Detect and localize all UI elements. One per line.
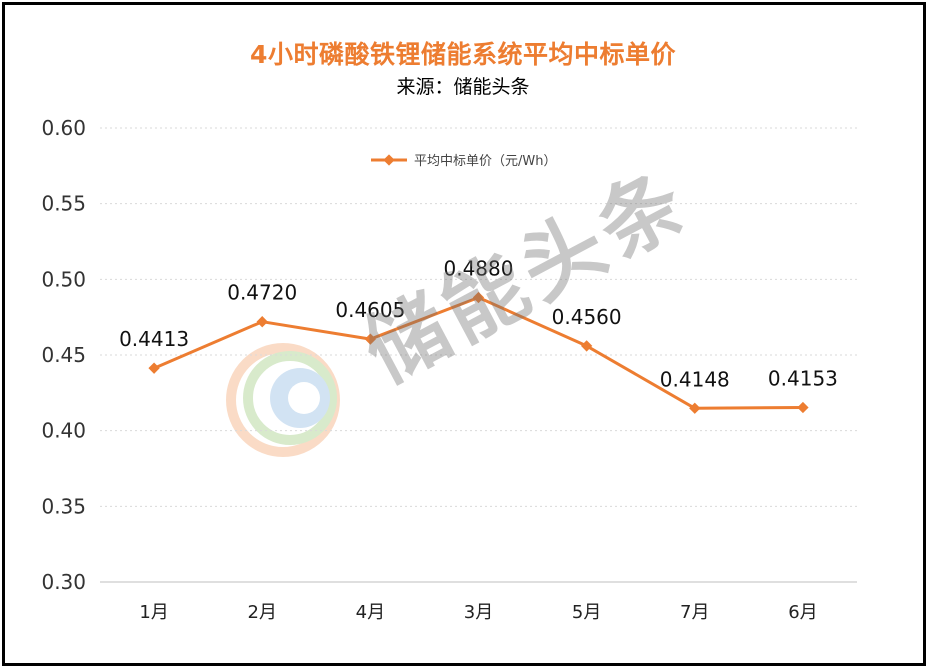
x-tick-label: 1月 <box>139 602 168 623</box>
y-tick-label: 0.30 <box>41 570 86 594</box>
x-axis-ticks: 1月 2月 4月 3月 5月 7月 6月 <box>139 602 817 623</box>
logo-watermark <box>226 343 340 457</box>
data-label: 0.4153 <box>768 367 838 391</box>
data-labels: 0.4413 0.4720 0.4605 0.4880 0.4560 0.4148 0.41… <box>119 256 838 391</box>
y-axis-ticks: 0.30 0.35 0.40 0.45 0.50 0.55 0.60 <box>41 116 86 594</box>
x-tick-label: 4月 <box>356 602 385 623</box>
data-point <box>148 362 160 374</box>
y-tick-label: 0.55 <box>41 192 86 216</box>
legend: 平均中标单价（元/Wh） <box>371 154 556 169</box>
data-point <box>580 340 593 352</box>
data-label: 0.4605 <box>335 298 405 322</box>
data-point <box>364 333 377 345</box>
data-markers <box>148 291 809 414</box>
legend-marker <box>383 154 395 166</box>
data-label: 0.4720 <box>227 281 297 305</box>
chart-title: 4小时磷酸铁锂储能系统平均中标单价 <box>250 40 676 69</box>
chart-subtitle: 来源：储能头条 <box>396 76 530 98</box>
data-point <box>797 401 809 414</box>
data-point <box>689 402 701 414</box>
data-point <box>256 316 268 328</box>
x-tick-label: 3月 <box>464 602 493 623</box>
x-tick-label: 7月 <box>680 602 709 623</box>
x-tick-label: 2月 <box>247 602 276 623</box>
x-tick-label: 5月 <box>572 602 601 623</box>
x-tick-label: 6月 <box>788 602 817 623</box>
y-tick-label: 0.50 <box>41 267 86 291</box>
y-tick-label: 0.35 <box>41 494 86 518</box>
data-label: 0.4560 <box>552 305 622 329</box>
data-label: 0.4880 <box>444 256 514 280</box>
legend-label: 平均中标单价（元/Wh） <box>414 154 556 169</box>
data-label: 0.4413 <box>119 327 189 351</box>
gridlines <box>100 127 857 507</box>
y-tick-label: 0.40 <box>41 419 86 443</box>
y-tick-label: 0.45 <box>41 343 86 367</box>
data-label: 0.4148 <box>660 367 730 391</box>
y-tick-label: 0.60 <box>41 116 86 140</box>
data-point <box>472 291 485 304</box>
